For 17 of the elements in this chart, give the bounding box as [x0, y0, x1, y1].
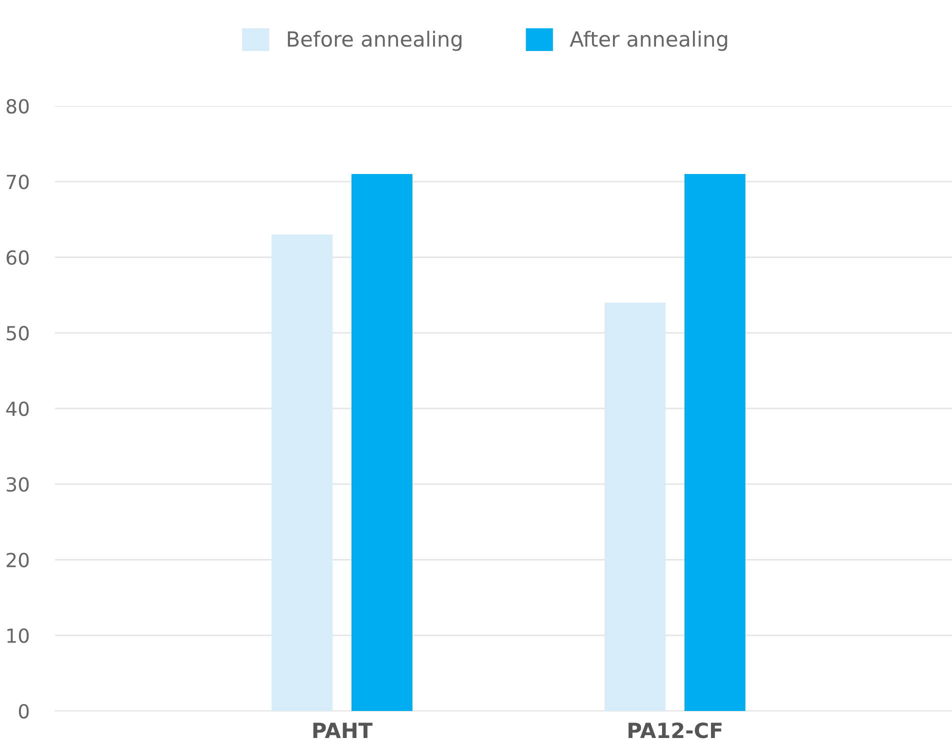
y-tick-label: 40: [6, 401, 29, 416]
y-tick-label: 20: [6, 552, 29, 568]
y-tick-label: 60: [6, 250, 29, 265]
y-tick-label: 50: [6, 326, 29, 341]
y-tick-label: 80: [6, 98, 29, 114]
y-tick-label: 10: [7, 628, 29, 644]
x-tick-label: PAHT: [313, 722, 372, 738]
y-tick-label: 0: [18, 704, 29, 719]
bar: [684, 174, 746, 711]
y-tick-label: 70: [6, 174, 29, 190]
bar: [272, 234, 333, 711]
y-tick-label: 30: [6, 477, 29, 492]
x-tick-label: PA12-CF: [628, 722, 722, 738]
legend-label: Before annealing: [288, 30, 462, 51]
bar: [604, 302, 666, 711]
bar: [352, 174, 412, 711]
legend-label: After annealing: [570, 30, 728, 51]
